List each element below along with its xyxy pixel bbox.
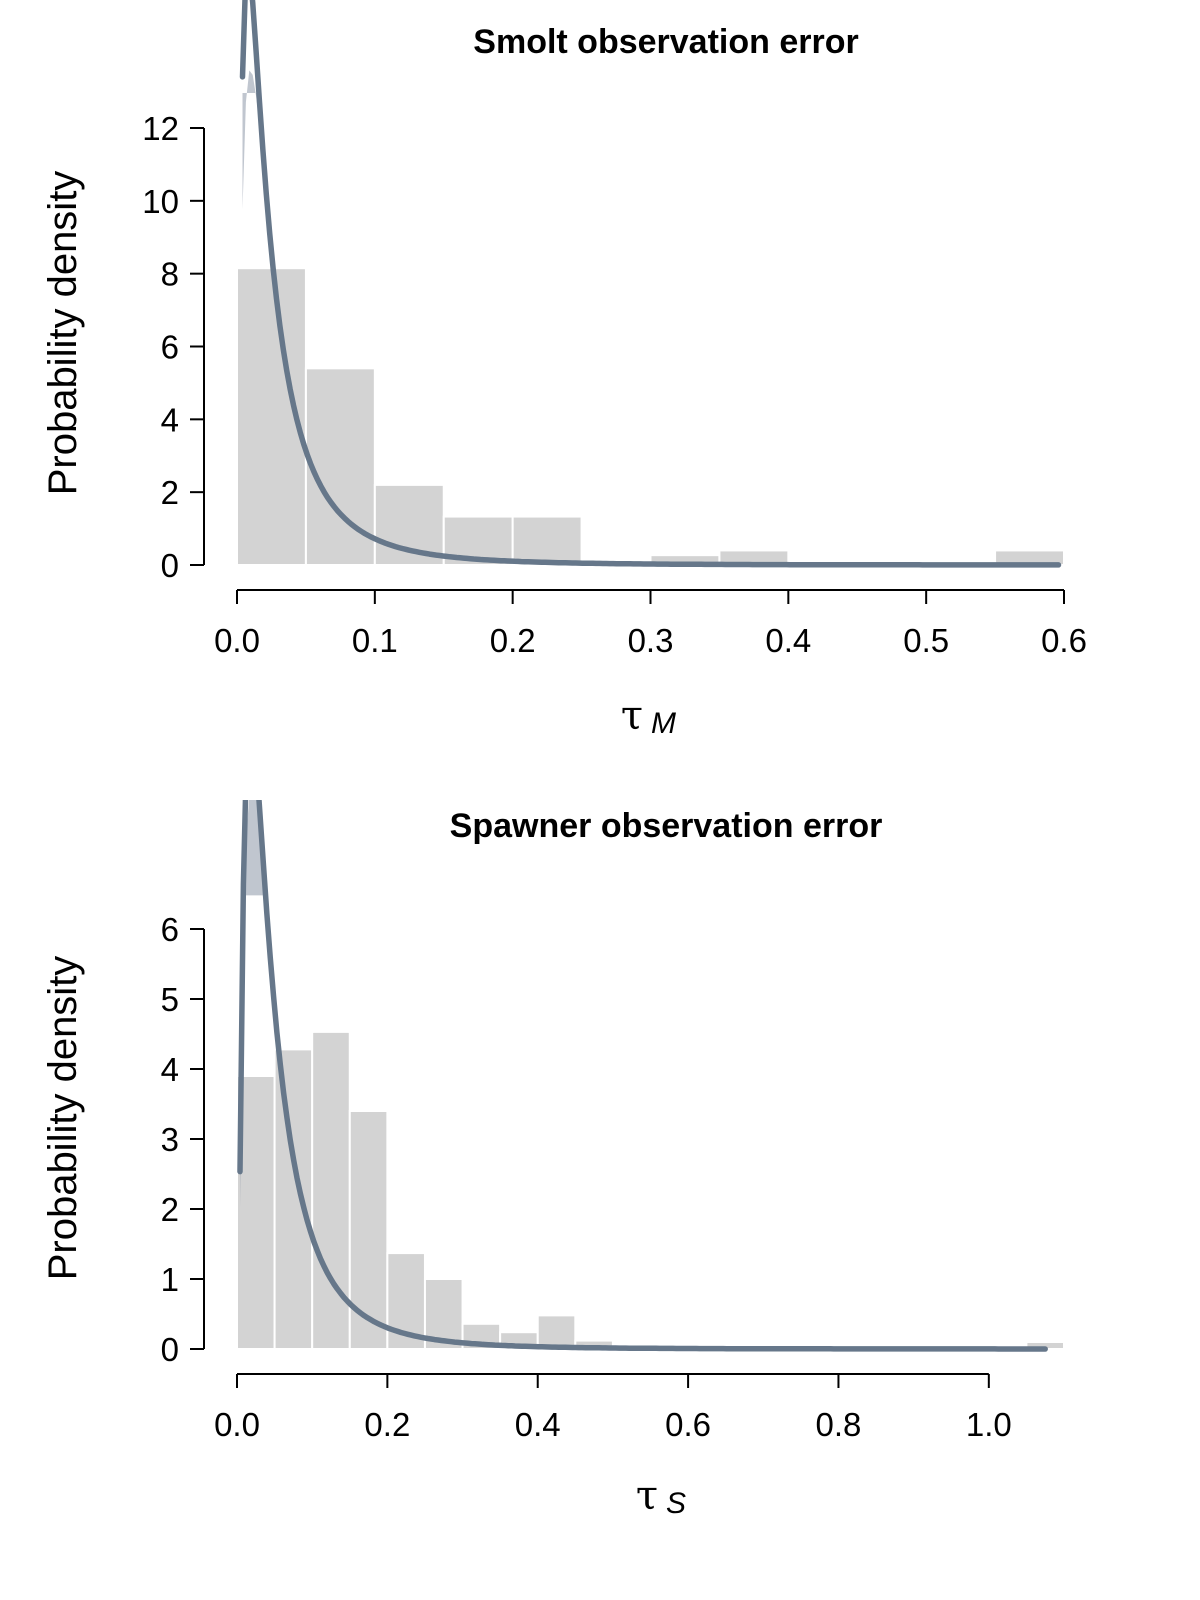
y-tick-label: 2 xyxy=(161,474,179,511)
x-tick-label: 0.6 xyxy=(1041,622,1087,659)
x-tick-label: 0.5 xyxy=(903,622,949,659)
x-tick-label: 0.0 xyxy=(214,622,260,659)
y-tick-label: 6 xyxy=(161,329,179,366)
mean-curve-line xyxy=(237,800,1048,1352)
x-axis-label-subscript: S xyxy=(666,1487,686,1520)
x-axis-label: τ S xyxy=(636,1473,686,1520)
axes: 0 2 4 6 8 10 12 0.0 0.1 0.2 0.3 0.4 0.5 0.6 xyxy=(142,110,1087,659)
y-tick-label: 1 xyxy=(161,1261,179,1298)
y-tick-label: 5 xyxy=(161,981,179,1018)
mean-density-curve xyxy=(239,0,1062,568)
y-tick-label: 10 xyxy=(142,183,179,220)
x-tick-label: 0.8 xyxy=(816,1406,862,1443)
mean-curve-line xyxy=(239,0,1062,568)
y-tick-label: 8 xyxy=(161,256,179,293)
x-axis-label-symbol: τ xyxy=(621,693,643,739)
y-axis-label: Probability density xyxy=(41,171,85,496)
x-tick-label: 0.4 xyxy=(765,622,811,659)
x-tick-label: 0.2 xyxy=(364,1406,410,1443)
x-tick-label: 0.4 xyxy=(515,1406,561,1443)
smolt-chart: Smolt observation error Probability dens… xyxy=(41,0,1087,740)
x-tick-label: 0.3 xyxy=(628,622,674,659)
chart-title: Smolt observation error xyxy=(473,23,858,61)
y-tick-label: 4 xyxy=(161,1051,179,1088)
histogram-bars xyxy=(236,267,1065,567)
chart-title: Spawner observation error xyxy=(450,807,883,845)
x-axis-label-subscript: M xyxy=(651,707,676,740)
spawner-chart: Spawner observation error Probability de… xyxy=(41,800,1065,1520)
histogram-bar xyxy=(348,1110,389,1350)
y-tick-label: 4 xyxy=(161,401,179,438)
y-tick-label: 2 xyxy=(161,1191,179,1228)
x-tick-label: 0.0 xyxy=(214,1406,260,1443)
chart-panel-smolt: Smolt observation error Probability dens… xyxy=(41,0,1087,740)
y-tick-label: 3 xyxy=(161,1121,179,1158)
y-tick-label: 12 xyxy=(142,110,179,147)
histogram-bar xyxy=(536,1314,577,1351)
y-tick-label: 6 xyxy=(161,911,179,948)
x-tick-label: 0.6 xyxy=(665,1406,711,1443)
x-tick-label: 0.1 xyxy=(352,622,398,659)
x-axis-label-symbol: τ xyxy=(636,1473,658,1519)
x-axis-label: τ M xyxy=(621,693,676,740)
histogram-bars xyxy=(236,1030,1065,1351)
y-tick-label: 0 xyxy=(161,1331,179,1368)
mean-density-curve xyxy=(237,800,1048,1352)
histogram-bar xyxy=(273,1048,314,1350)
x-tick-label: 1.0 xyxy=(966,1406,1012,1443)
x-tick-label: 0.2 xyxy=(490,622,536,659)
y-tick-label: 0 xyxy=(161,547,179,584)
y-axis-label: Probability density xyxy=(41,956,85,1281)
histogram-bar xyxy=(373,483,445,566)
chart-panel-spawner: Spawner observation error Probability de… xyxy=(0,800,1200,1600)
axes: 0 1 2 3 4 5 6 0.0 0.2 0.4 0.6 0.8 1.0 xyxy=(161,911,1012,1443)
histogram-bar xyxy=(511,515,583,567)
